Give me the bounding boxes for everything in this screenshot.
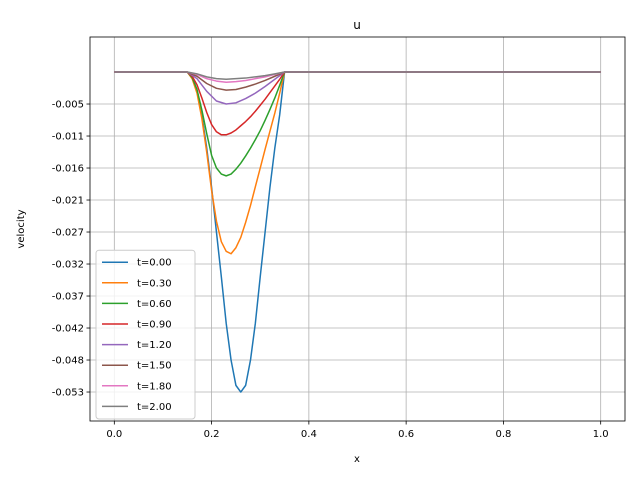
x-tick-label: 1.0: [593, 429, 609, 440]
legend-label: t=1.20: [137, 340, 172, 351]
legend-label: t=0.30: [137, 278, 172, 289]
y-tick-label: -0.027: [52, 228, 84, 239]
y-tick-label: -0.021: [52, 196, 84, 207]
series-line-t=0.90: [114, 71, 601, 136]
y-axis-label: velocity: [16, 209, 27, 248]
series-line-t=1.20: [114, 71, 601, 105]
y-tick-label: -0.037: [52, 292, 84, 303]
y-tick-label: -0.042: [52, 324, 84, 335]
y-tick-label: -0.016: [52, 164, 84, 175]
x-tick-label: 0.4: [301, 429, 317, 440]
x-axis: 0.0 0.2 0.4 0.6 0.8 1.0: [106, 421, 609, 440]
legend-label: t=0.00: [137, 258, 172, 269]
grid: [90, 37, 625, 421]
legend-label: t=1.80: [137, 381, 172, 392]
legend: t=0.00 t=0.30 t=0.60 t=0.90 t=1.20 t=1.50 t=1.…: [95, 249, 196, 420]
plot-lines: [114, 71, 601, 393]
x-tick-label: 0.2: [204, 429, 220, 440]
legend-label: t=1.50: [137, 361, 172, 372]
legend-label: t=0.60: [137, 299, 172, 310]
y-tick-label: -0.005: [52, 100, 84, 111]
legend-label: t=2.00: [137, 402, 172, 413]
y-tick-label: -0.032: [52, 260, 84, 271]
plot-frame: [89, 36, 626, 422]
series-line-t=1.50: [114, 71, 601, 91]
y-tick-label: -0.048: [52, 356, 84, 367]
y-tick-label: -0.053: [52, 388, 84, 399]
chart-title: u: [353, 18, 361, 32]
x-tick-label: 0.0: [106, 429, 122, 440]
legend-box: [95, 249, 196, 420]
x-axis-label: x: [354, 454, 360, 465]
y-axis: -0.005 -0.011 -0.016 -0.021 -0.027 -0.032 -0.0…: [52, 100, 90, 399]
y-tick-label: -0.011: [52, 132, 84, 143]
series-line-t=0.30: [114, 71, 601, 255]
series-line-t=0.60: [114, 71, 601, 177]
x-tick-label: 0.8: [495, 429, 511, 440]
x-tick-label: 0.6: [398, 429, 414, 440]
legend-label: t=0.90: [137, 320, 172, 331]
series-line-t=2.00: [114, 71, 601, 81]
